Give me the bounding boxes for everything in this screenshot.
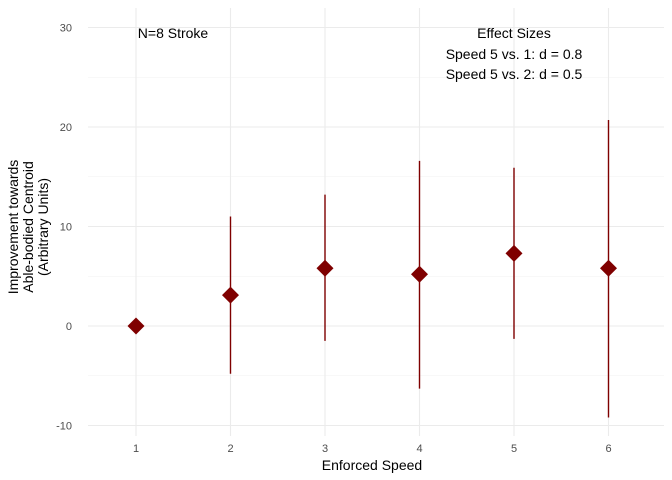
y-axis-title-line: Able-bodied Centroid [20, 161, 36, 293]
x-tick-label: 3 [322, 443, 328, 455]
y-axis-title: Improvement towards Able-bodied Centroid… [5, 160, 51, 295]
y-tick-label: 0 [66, 321, 72, 333]
x-tick-label: 4 [416, 443, 422, 455]
y-tick-label: 30 [60, 23, 72, 35]
effect-size-line: Speed 5 vs. 2: d = 0.5 [446, 66, 583, 82]
minor-gridlines [88, 76, 664, 377]
x-tick-label: 5 [511, 443, 517, 455]
effect-sizes-title: Effect Sizes [477, 25, 551, 41]
effect-size-line: Speed 5 vs. 1: d = 0.8 [446, 46, 583, 62]
y-tick-label: -10 [56, 421, 72, 433]
y-axis-ticks: -10 0 10 20 30 [56, 23, 72, 433]
x-tick-label: 6 [605, 443, 611, 455]
x-axis-title: Enforced Speed [322, 457, 422, 473]
data-points [127, 244, 617, 335]
data-point [411, 265, 428, 283]
data-point [505, 244, 523, 262]
data-point [600, 259, 617, 277]
y-tick-label: 20 [60, 122, 72, 134]
sample-annotation: N=8 Stroke [138, 25, 209, 41]
x-tick-label: 2 [227, 443, 233, 455]
data-point [222, 286, 239, 304]
data-point [127, 317, 145, 335]
x-tick-label: 1 [133, 443, 139, 455]
y-tick-label: 10 [60, 222, 72, 234]
y-axis-title-line: (Arbitrary Units) [35, 178, 51, 276]
x-axis-ticks: 1 2 3 4 5 6 [133, 443, 612, 455]
y-axis-title-line: Improvement towards [5, 160, 21, 295]
data-point [316, 259, 334, 277]
